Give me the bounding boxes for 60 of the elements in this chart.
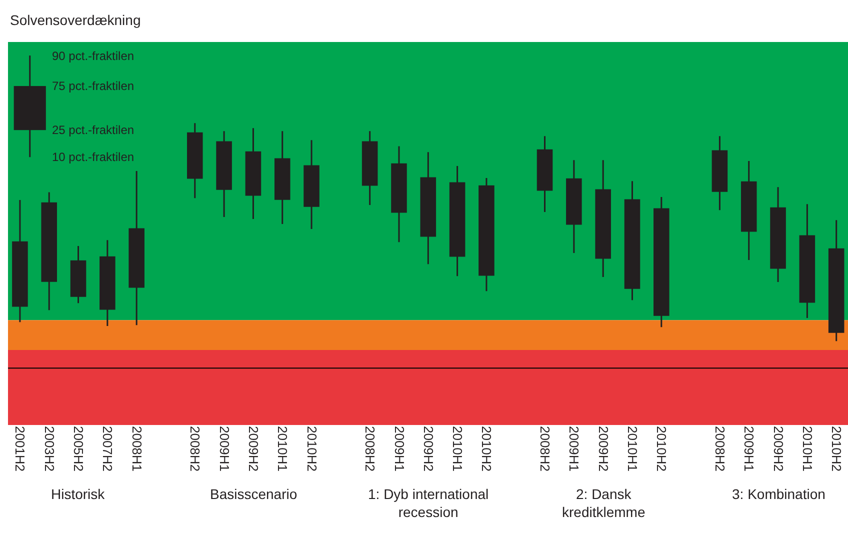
x-tick-label: 2009H2 — [770, 426, 786, 472]
x-tick-label: 2003H2 — [42, 426, 57, 472]
x-tick-label: 2010H2 — [654, 426, 670, 472]
candlestick — [100, 239, 116, 327]
text: Basisscenario — [210, 486, 298, 502]
candlestick — [449, 165, 466, 277]
text: Historisk — [51, 486, 106, 502]
candlestick — [828, 219, 844, 342]
candlestick — [274, 130, 290, 225]
x-tick-label: 2001H2 — [12, 426, 28, 472]
annotation: 25 pct.-fraktilen — [52, 123, 134, 137]
x-tick-label: 2008H2 — [362, 426, 378, 472]
text: 2: Dansk kreditklemme — [562, 486, 646, 520]
x-tick-label: 2010H1 — [275, 426, 290, 472]
x-tick-label: 2005H2 — [71, 426, 86, 472]
chart-title: Solvensoverdækning — [10, 12, 141, 28]
candlestick — [41, 191, 57, 311]
candlestick — [420, 151, 436, 265]
text: 75 pct.-fraktilen — [52, 79, 134, 93]
text: 3: Kombination — [732, 486, 826, 502]
x-tick-label: 2009H2 — [246, 426, 261, 472]
candlestick — [799, 203, 816, 319]
candlestick — [391, 145, 407, 243]
candlestick — [216, 130, 232, 218]
x-tick-label: 2009H1 — [216, 426, 232, 472]
x-tick-label: 2009H2 — [420, 426, 436, 472]
candlestick — [245, 127, 262, 220]
candlestick — [128, 170, 144, 326]
x-tick-label: 2010H2 — [829, 426, 844, 472]
x-tick-label: 2007H2 — [100, 426, 116, 472]
candlestick — [478, 177, 494, 292]
candlestick — [187, 122, 203, 199]
candlestick — [740, 160, 757, 261]
x-tick-label: 2008H2 — [188, 426, 203, 472]
x-tick-label: 2009H1 — [392, 426, 407, 472]
candlestick — [536, 135, 553, 213]
text: 1: Dyb international recession — [368, 486, 489, 520]
candlestick — [304, 139, 320, 230]
x-tick-label: 2009H2 — [596, 426, 611, 472]
x-tick-label: 2010H1 — [800, 426, 815, 472]
candlestick — [654, 196, 670, 328]
annotation: 10 pct.-fraktilen — [52, 150, 134, 164]
candlestick — [712, 135, 728, 211]
candlestick — [595, 159, 611, 278]
x-tick-label: 2008H1 — [129, 426, 144, 472]
candlestick — [70, 245, 86, 304]
x-tick-label: 2010H2 — [304, 426, 320, 472]
candlestick — [624, 180, 640, 301]
candlestick — [12, 199, 28, 323]
x-tick-label: 2009H1 — [742, 426, 757, 472]
x-tick-label: 2010H1 — [625, 426, 640, 472]
candlestick — [770, 186, 786, 283]
x-tick-label: 2009H1 — [566, 426, 582, 472]
x-tick-label: 2008H2 — [712, 426, 728, 472]
text: 90 pct.-fraktilen — [52, 49, 134, 63]
x-tick-label: 2010H1 — [450, 426, 466, 472]
candlestick — [566, 159, 582, 254]
candlestick — [362, 130, 378, 206]
x-tick-label: 2010H2 — [479, 426, 494, 472]
x-tick-label: 2008H2 — [538, 426, 553, 472]
